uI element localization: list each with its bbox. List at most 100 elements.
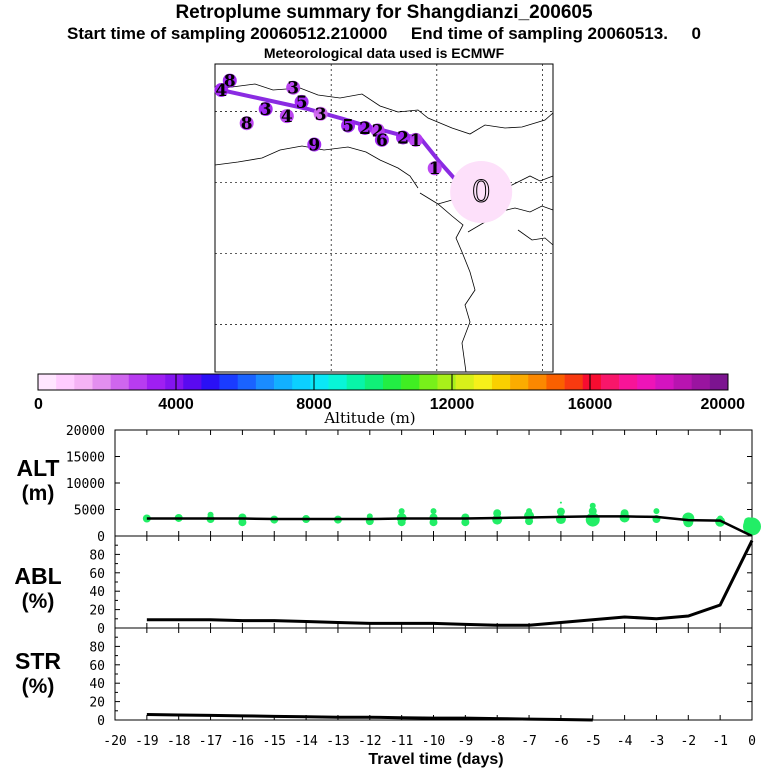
x-tick-label: -19 — [135, 734, 158, 749]
panel-abl: 80 60 40 20 0 — [89, 535, 754, 637]
colorbar-swatch — [346, 374, 366, 390]
str-panel-title: STR — [15, 648, 61, 674]
trajectory-point — [279, 109, 294, 124]
trajectory-point — [294, 94, 309, 109]
altitude-point — [559, 501, 562, 504]
time-series-panels: 20000 15000 10000 5000 0 80 60 40 20 0 80 60 40 20 0 — [66, 424, 761, 729]
colorbar-swatch — [600, 374, 620, 390]
x-tick-label: -17 — [199, 734, 222, 749]
x-tick-label: -2 — [680, 734, 696, 749]
x-tick-label: -1 — [712, 734, 728, 749]
border-line-north — [214, 83, 554, 135]
trajectory-point-label: 8 — [224, 72, 236, 92]
x-tick-label: -3 — [649, 734, 665, 749]
colorbar-swatch — [310, 374, 329, 390]
x-tick-label: -4 — [617, 734, 633, 749]
border-line-south — [214, 145, 419, 189]
trajectory-point — [427, 161, 442, 176]
panel-str: 80 60 40 20 0 — [89, 627, 753, 729]
colorbar-tick-label: 16000 — [568, 396, 613, 413]
x-tick-label: -20 — [103, 734, 126, 749]
x-tick-label: -9 — [458, 734, 474, 749]
trajectory-point-label: 5 — [342, 117, 354, 137]
trajectory-point — [286, 80, 301, 95]
y-tick-label: 20000 — [66, 424, 105, 439]
altitude-point — [207, 511, 214, 518]
x-tick-label: -12 — [358, 734, 381, 749]
colorbar-swatch — [401, 374, 420, 390]
trajectory-point — [222, 73, 237, 88]
altitude-point — [461, 518, 470, 527]
y-tick-label: 20 — [89, 696, 105, 711]
colorbar-swatch — [582, 374, 602, 390]
y-tick-label: 20 — [89, 604, 105, 619]
altitude-point — [397, 518, 406, 527]
trajectory-point — [313, 106, 328, 121]
colorbar-swatch — [328, 374, 347, 390]
x-tick-label: 0 — [748, 734, 756, 749]
colorbar-swatch — [655, 374, 674, 390]
trajectory-point-label: 2 — [397, 128, 409, 148]
str-panel-unit: (%) — [22, 675, 55, 698]
colorbar-swatch — [673, 374, 692, 390]
colorbar-swatch — [110, 374, 130, 390]
coastline-east — [419, 192, 476, 373]
y-tick-label: 5000 — [74, 504, 105, 519]
trajectory-point-label: 1 — [410, 131, 422, 151]
y-tick-label: 80 — [89, 640, 105, 655]
colorbar-swatch — [437, 374, 456, 390]
abl-panel-title: ABL — [14, 563, 61, 589]
colorbar-swatch — [128, 374, 148, 390]
y-tick-label: 40 — [89, 585, 105, 600]
abl-line — [146, 539, 754, 627]
chart-title: Retroplume summary for Shangdianzi_20060… — [175, 2, 593, 23]
y-tick-label: 60 — [89, 659, 105, 674]
trajectory-point-label: 3 — [315, 105, 327, 125]
colorbar-swatch — [691, 374, 711, 390]
trajectory-point-label: 2 — [359, 119, 371, 139]
x-axis-label: Travel time (days) — [368, 751, 503, 768]
colorbar-swatch — [183, 374, 202, 390]
y-tick-label: 10000 — [66, 477, 105, 492]
x-tick-label: -10 — [422, 734, 445, 749]
trajectory-point — [408, 132, 423, 147]
altitude-point — [526, 508, 533, 515]
trajectory-point-label: 4 — [215, 81, 227, 101]
altitude-point — [429, 518, 438, 527]
abl-panel-unit: (%) — [22, 590, 55, 613]
colorbar-tick-label: 4000 — [158, 396, 194, 413]
y-tick-label: 0 — [97, 714, 105, 729]
colorbar-swatch — [709, 374, 729, 390]
colorbar-frame — [37, 373, 729, 391]
colorbar-swatch — [455, 374, 475, 390]
y-tick-label: 0 — [97, 622, 105, 637]
trajectory-point — [341, 118, 356, 133]
panel-frame — [114, 535, 753, 629]
colorbar-label: Altitude (m) — [323, 409, 415, 427]
altitude-point — [588, 507, 597, 516]
colorbar-swatch — [219, 374, 239, 390]
x-tick-label: -18 — [167, 734, 190, 749]
colorbar-swatch — [274, 374, 293, 390]
y-tick-label: 40 — [89, 677, 105, 692]
colorbar-swatch — [237, 374, 257, 390]
x-tick-label: -6 — [553, 734, 569, 749]
colorbar-swatch — [255, 374, 275, 390]
sampling-times: Start time of sampling 20060512.210000 E… — [66, 24, 701, 43]
colorbar-swatch — [92, 374, 111, 390]
altitude-colorbar — [37, 373, 729, 391]
colorbar-swatch — [165, 374, 184, 390]
colorbar-swatch — [546, 374, 565, 390]
colorbar-swatch — [38, 374, 57, 390]
colorbar-tick-label: 8000 — [296, 396, 332, 413]
colorbar-swatch — [201, 374, 220, 390]
trajectory-point — [307, 137, 322, 152]
colorbar-swatch — [419, 374, 438, 390]
colorbar-swatch — [383, 374, 402, 390]
altitude-point — [525, 517, 534, 526]
x-tick-label: -7 — [521, 734, 537, 749]
trajectory-point-label: 0 — [472, 175, 491, 210]
met-data-note: Meteorological data used is ECMWF — [263, 45, 505, 61]
trajectory-point-label: 1 — [429, 159, 441, 179]
